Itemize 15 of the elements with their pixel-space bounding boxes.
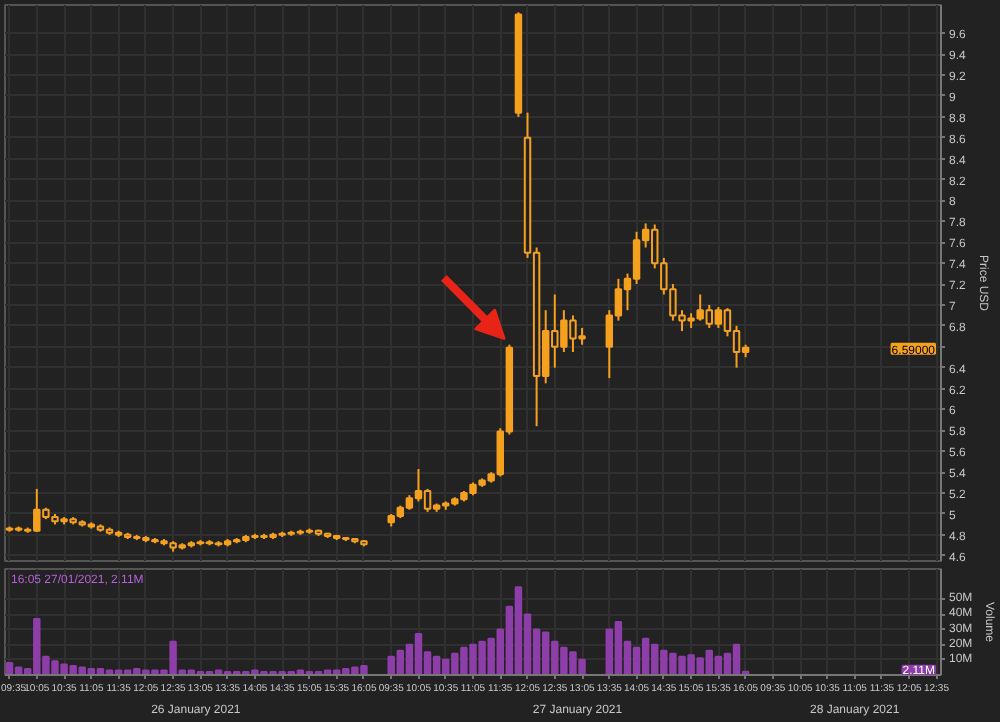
candlestick xyxy=(414,468,423,503)
bar xyxy=(723,652,732,675)
bar xyxy=(632,646,641,675)
bar xyxy=(432,655,441,675)
candlestick xyxy=(423,487,432,513)
bar xyxy=(514,586,523,675)
bar xyxy=(614,621,623,675)
bar xyxy=(714,655,723,675)
bar xyxy=(414,633,423,675)
candlestick xyxy=(632,230,641,286)
bar xyxy=(641,637,650,675)
candlestick xyxy=(714,306,723,329)
bar xyxy=(605,628,614,675)
bar xyxy=(732,643,741,675)
bar xyxy=(14,666,23,675)
